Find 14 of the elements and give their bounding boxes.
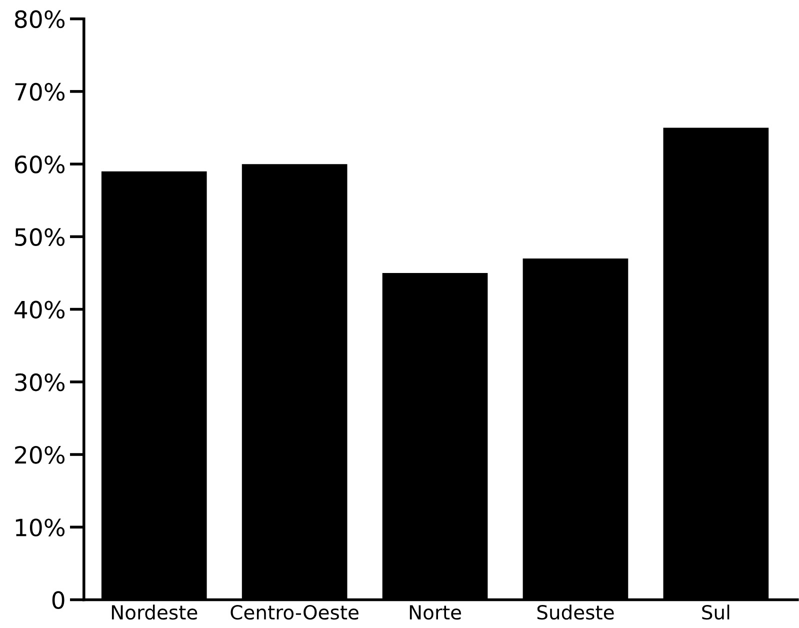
y-tick-label: 10% — [16, 518, 65, 536]
y-tick-label: 40% — [14, 300, 65, 319]
y-tick-label: 70% — [15, 82, 65, 101]
x-tick-label: Sudeste — [537, 604, 614, 620]
x-tick-label: Sul — [702, 604, 730, 620]
x-tick-label: Norte — [410, 605, 462, 620]
x-tick-label: Centro-Oeste — [230, 604, 358, 620]
y-tick-label: 50% — [15, 228, 65, 246]
y-tick-label: 80% — [14, 10, 65, 28]
y-tick-label: 30% — [15, 373, 65, 392]
y-tick-label: 20% — [15, 446, 65, 464]
x-tick-label: Nordeste — [112, 604, 198, 620]
y-tick-label: 60% — [15, 156, 65, 174]
y-tick-label: 0 — [52, 591, 64, 610]
